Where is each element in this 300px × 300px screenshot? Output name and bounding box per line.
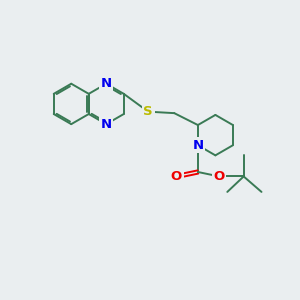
Text: S: S [143, 105, 153, 118]
Text: O: O [214, 170, 225, 183]
Text: N: N [101, 118, 112, 130]
Text: N: N [101, 77, 112, 90]
Text: N: N [192, 139, 203, 152]
Text: O: O [171, 170, 182, 183]
